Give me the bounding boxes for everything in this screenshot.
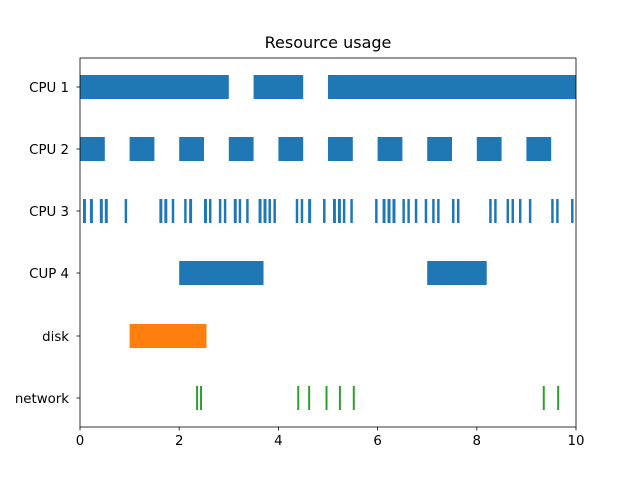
- bar-row2-34: [407, 199, 410, 223]
- bar-row2-15: [238, 199, 242, 223]
- bar-row2-12: [218, 199, 222, 223]
- bar-row2-20: [273, 199, 276, 223]
- bar-row2-48: [556, 199, 559, 223]
- bar-row2-19: [268, 199, 271, 223]
- x-tick-label-3: 6: [373, 434, 381, 449]
- bar-row2-13: [223, 199, 227, 223]
- bar-row2-39: [452, 199, 455, 223]
- axes-frame: [79, 57, 577, 428]
- bar-row3-1: [427, 261, 487, 285]
- bar-row2-5: [159, 199, 163, 223]
- bar-row1-9: [526, 137, 552, 161]
- bar-row2-28: [350, 199, 353, 223]
- bar-row2-41: [489, 199, 492, 223]
- bar-row2-25: [332, 199, 336, 223]
- bar-row1-6: [377, 137, 403, 161]
- bar-row2-37: [432, 199, 435, 223]
- bar-row2-45: [518, 199, 522, 223]
- bar-row2-32: [392, 199, 396, 223]
- bar-row2-4: [124, 199, 128, 223]
- bar-row1-8: [476, 137, 502, 161]
- bar-row2-9: [189, 199, 193, 223]
- bar-row1-5: [328, 137, 353, 161]
- row-group-1: [80, 137, 552, 161]
- y-tick-label-4: disk: [42, 330, 69, 345]
- bar-row2-47: [551, 199, 554, 223]
- bar-row0-1: [253, 75, 304, 99]
- x-tick-label-2: 4: [274, 434, 282, 449]
- y-tick-label-0: CPU 1: [29, 81, 69, 96]
- bar-row2-3: [104, 199, 108, 223]
- bar-row2-21: [295, 199, 299, 223]
- bar-row3-0: [179, 261, 264, 285]
- bar-row2-31: [387, 199, 391, 223]
- bar-row2-0: [82, 199, 86, 223]
- bar-row5-5: [338, 386, 341, 410]
- bar-row5-4: [325, 386, 328, 410]
- bar-row2-44: [511, 199, 514, 223]
- bar-row2-26: [337, 199, 341, 223]
- y-tick-label-2: CPU 3: [29, 205, 69, 220]
- bar-row1-1: [129, 137, 155, 161]
- bar-row0-2: [328, 75, 576, 99]
- x-tick-label-0: 0: [76, 434, 84, 449]
- bar-row5-8: [557, 386, 560, 410]
- y-tick-label-1: CPU 2: [29, 143, 69, 158]
- bar-row2-33: [402, 199, 405, 223]
- bar-row2-1: [89, 199, 93, 223]
- bar-row2-2: [99, 199, 103, 223]
- bar-row2-14: [233, 199, 237, 223]
- bars-layer: [80, 75, 576, 410]
- bar-row4-0: [129, 324, 207, 348]
- bar-row2-36: [424, 199, 428, 223]
- axes-layer: CPU 1 CPU 2 CPU 3 CUP 4 disk network 0 2 4 6 8 10: [15, 57, 585, 449]
- bar-row2-40: [456, 199, 460, 223]
- bar-row1-7: [427, 137, 452, 161]
- row-group-2: [82, 199, 574, 223]
- bar-row2-30: [382, 199, 386, 223]
- bar-row2-49: [571, 199, 574, 223]
- bar-row2-10: [204, 199, 207, 223]
- bar-row2-42: [494, 199, 497, 223]
- bar-row2-17: [258, 199, 262, 223]
- bar-row5-1: [200, 386, 203, 410]
- bar-row2-29: [375, 199, 378, 223]
- bar-row2-46: [528, 199, 532, 223]
- bar-row2-23: [308, 199, 312, 223]
- bar-row2-6: [164, 199, 168, 223]
- bar-row1-4: [278, 137, 304, 161]
- bar-row2-43: [506, 199, 510, 223]
- row-group-3: [179, 261, 487, 285]
- bar-row2-16: [246, 199, 249, 223]
- bar-row5-6: [352, 386, 355, 410]
- bar-row2-27: [342, 199, 346, 223]
- row-group-4: [129, 324, 207, 348]
- bar-row2-18: [263, 199, 267, 223]
- bar-row2-7: [171, 199, 175, 223]
- bar-row1-0: [80, 137, 105, 161]
- y-tick-label-3: CUP 4: [29, 267, 69, 282]
- bar-row2-38: [437, 199, 440, 223]
- bar-row2-8: [184, 199, 187, 223]
- row-group-5: [196, 386, 560, 410]
- y-tick-label-5: network: [15, 392, 69, 407]
- x-tick-label-4: 8: [473, 434, 481, 449]
- bar-row5-7: [542, 386, 545, 410]
- x-tick-label-1: 2: [175, 434, 183, 449]
- bar-row5-3: [308, 386, 311, 410]
- bar-row2-22: [300, 199, 304, 223]
- bar-row2-35: [414, 199, 418, 223]
- bar-row5-0: [196, 386, 199, 410]
- row-group-0: [80, 75, 576, 99]
- bar-row2-24: [323, 199, 326, 223]
- bar-row0-0: [80, 75, 229, 99]
- bar-row1-2: [179, 137, 204, 161]
- bar-row1-3: [228, 137, 254, 161]
- chart-title: Resource usage: [265, 33, 392, 52]
- x-tick-label-5: 10: [568, 434, 585, 449]
- bar-row5-2: [297, 386, 300, 410]
- bar-row2-11: [208, 199, 212, 223]
